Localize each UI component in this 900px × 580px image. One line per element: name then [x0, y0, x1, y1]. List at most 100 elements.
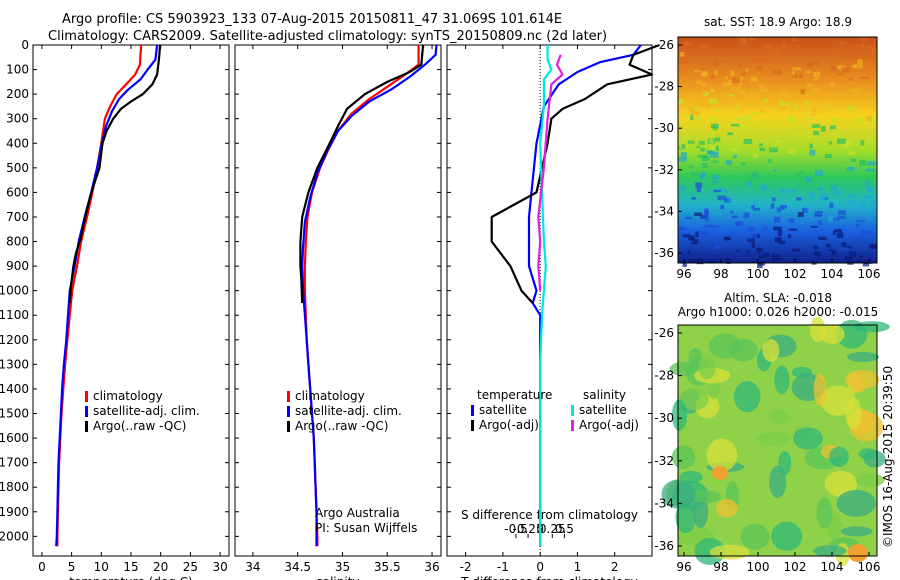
sst-speckle [855, 117, 863, 123]
sla-blob [762, 338, 780, 362]
sst-speckle [769, 147, 778, 153]
sst-speckle [861, 230, 871, 235]
sst-speckle [812, 124, 821, 128]
x-tick-label: -2 [460, 560, 472, 574]
legend-entry: climatology [93, 389, 163, 403]
sst-speckle [726, 258, 731, 264]
sla-map-frame [677, 324, 878, 557]
sst-speckle [696, 258, 704, 265]
sst-speckle [812, 61, 821, 66]
sst-speckle [805, 101, 810, 106]
sst-speckle [859, 159, 867, 166]
sst-speckle [751, 233, 758, 239]
sst-speckle [701, 156, 710, 162]
map-x-tick-label: 106 [858, 560, 881, 574]
sst-speckle [723, 81, 732, 87]
sst-speckle [751, 242, 756, 248]
sla-blob [712, 466, 728, 480]
sst-speckle [710, 88, 714, 92]
sst-speckle [721, 201, 727, 205]
legend-swatch [85, 406, 88, 417]
sla-blob [816, 497, 833, 529]
sst-speckle [765, 101, 773, 105]
x-tick-label: -1 [497, 560, 509, 574]
sst-speckle [750, 76, 758, 82]
sst-speckle [680, 56, 687, 62]
sst-speckle [713, 189, 722, 193]
sst-speckle [738, 63, 743, 67]
sla-blob [679, 387, 709, 411]
x-tick-label: 35 [335, 560, 350, 574]
y-tick-label: 200 [6, 87, 29, 101]
sst-speckle [825, 244, 831, 248]
x-tick-label: 15 [123, 560, 138, 574]
sst-speckle [775, 99, 781, 104]
sst-speckle [869, 119, 876, 123]
sst-speckle [841, 67, 850, 73]
legend-swatch [287, 391, 290, 402]
sst-speckle [836, 130, 843, 135]
sst-speckle [714, 137, 721, 142]
legend-entry: climatology [295, 389, 365, 403]
sst-speckle [681, 227, 687, 231]
sst-speckle [735, 117, 744, 120]
sst-speckle [747, 181, 752, 187]
differences-plot-frame [446, 44, 653, 557]
sst-speckle [760, 184, 767, 191]
sst-speckle [742, 116, 749, 122]
sst-speckle [757, 57, 766, 62]
y-tick-label: 100 [6, 63, 29, 77]
sla-blob [824, 470, 858, 497]
y-tick-label: 400 [6, 136, 29, 150]
sst-speckle [764, 43, 772, 50]
sla-blob [819, 324, 845, 345]
sst-speckle [767, 159, 772, 164]
sst-speckle [678, 98, 684, 104]
temperature-panel: 0100200300400500600700800900100011001200… [0, 38, 230, 580]
sst-speckle [694, 69, 703, 73]
sst-speckle [806, 63, 813, 68]
y-tick-label: 1400 [0, 382, 29, 396]
sst-speckle [758, 255, 766, 259]
sst-speckle [736, 221, 740, 226]
sst-speckle [777, 209, 781, 213]
sst-speckle [678, 226, 683, 232]
y-tick-label: 900 [6, 259, 29, 273]
sla-blob [769, 409, 790, 425]
legend-entry: satellite [479, 403, 527, 417]
sst-speckle [796, 44, 801, 49]
sst-speckle [813, 130, 820, 135]
sla-blob [694, 537, 726, 566]
y-tick-label: 1100 [0, 308, 29, 322]
x-tick-label: 34 [245, 560, 260, 574]
map-y-tick-label: -36 [654, 246, 674, 260]
legend-entry: Argo(..raw -QC) [93, 419, 186, 433]
sst-speckle [854, 64, 863, 69]
sst-speckle [788, 228, 798, 231]
sst-speckle [805, 131, 812, 138]
sst-speckle [752, 207, 760, 211]
sst-speckle [839, 247, 849, 251]
sst-speckle [800, 89, 806, 95]
sst-speckle [695, 231, 699, 238]
sst-speckle [678, 234, 687, 241]
series-line-argo-raw-qc- [68, 44, 162, 304]
sst-speckle [709, 139, 714, 144]
sst-speckle [693, 116, 703, 120]
x2-tick-label: -0.5 [504, 522, 527, 536]
sst-speckle [703, 212, 709, 218]
sst-speckle [792, 248, 800, 252]
sst-speckle [766, 189, 771, 192]
sst-speckle [711, 160, 719, 163]
map-x-tick-label: 100 [747, 267, 770, 281]
sla-blob [728, 338, 758, 362]
sst-speckle [759, 84, 764, 89]
y-tick-label: 2000 [0, 529, 29, 543]
sst-speckle [819, 196, 825, 200]
sst-speckle [773, 169, 777, 172]
sst-speckle [712, 175, 719, 180]
sst-speckle [702, 162, 708, 169]
sst-speckle [691, 241, 698, 245]
sla-map-title-line2: Argo h1000: 0.026 h2000: -0.015 [678, 305, 879, 319]
sst-speckle [741, 73, 746, 76]
